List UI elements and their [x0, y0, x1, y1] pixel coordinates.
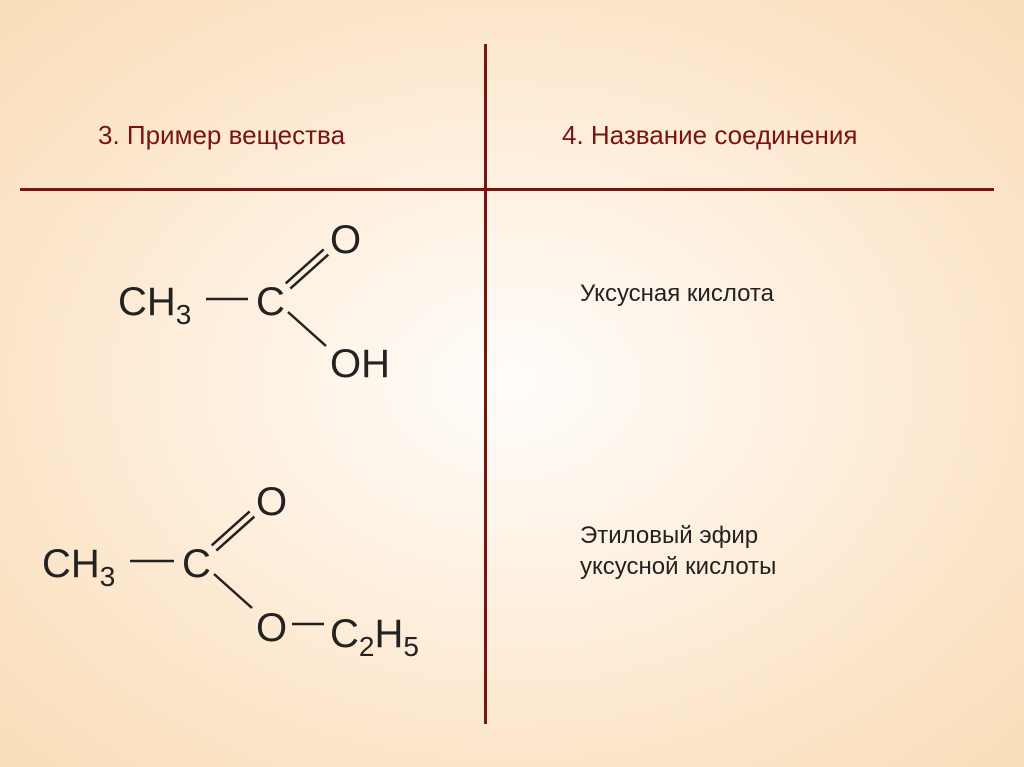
- atom-ch3: CH3: [42, 542, 115, 587]
- horizontal-divider: [20, 188, 994, 191]
- heading-left: 3. Пример вещества: [98, 120, 345, 151]
- atom-o1: O: [256, 480, 287, 525]
- compound-name-acetic-acid: Уксусная кислота: [580, 278, 774, 309]
- atom-o1: O: [330, 218, 361, 263]
- atom-ch3: CH3: [118, 280, 191, 325]
- atom-o2: O: [256, 606, 287, 651]
- atom-oh: OH: [330, 342, 390, 387]
- atom-c2h5: C2H5: [330, 612, 419, 657]
- atom-c: C: [256, 280, 285, 325]
- heading-right: 4. Название соединения: [562, 120, 857, 151]
- atom-c: C: [182, 542, 211, 587]
- compound-name-ethyl-acetate: Этиловый эфируксусной кислоты: [580, 520, 776, 582]
- vertical-divider: [484, 44, 487, 724]
- bond-lines: [0, 0, 1024, 767]
